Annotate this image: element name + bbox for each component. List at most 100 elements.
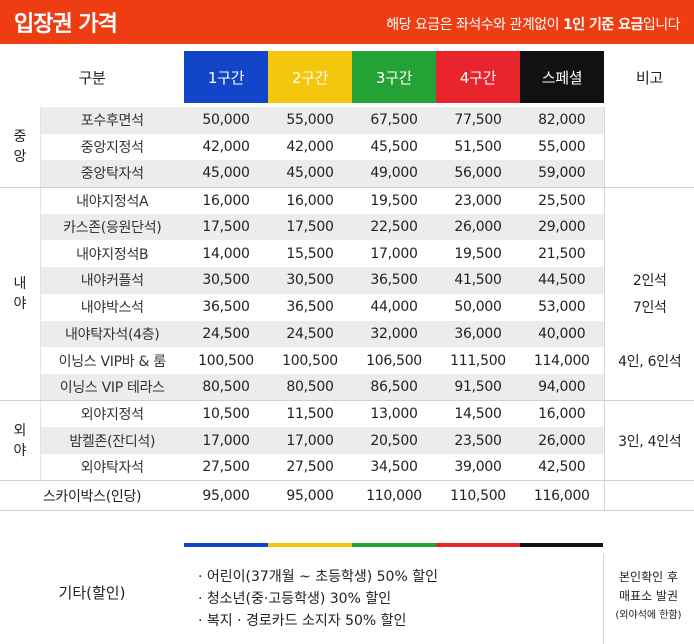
price-cell: 80,500 — [184, 373, 269, 402]
seat-name: 중앙탁자석 — [40, 160, 185, 188]
price-cell: 53,000 — [538, 299, 586, 316]
tier-2-underline — [268, 543, 352, 547]
price-cell: 24,500 — [184, 320, 269, 348]
special-underline — [520, 543, 603, 547]
discount-label: 기타(할인) — [58, 584, 126, 602]
header-tier-1: 1구간 — [184, 51, 269, 103]
price-cell: 95,000 — [184, 480, 269, 512]
table-row: 카스존(응원단석) 17,500 17,500 22,500 26,000 29,000 — [0, 213, 694, 241]
price-cell: 17,000 — [184, 427, 269, 454]
header-note: 해당 요금은 좌석수와 관계없이 1인 기준 요금입니다 — [386, 14, 680, 34]
zone-label-outfield: 외 야 — [0, 400, 41, 482]
zone-label-infield: 내 야 — [0, 187, 41, 402]
price-cell: 10,500 — [202, 406, 250, 423]
discount-note-line: 본인확인 후 — [618, 570, 678, 584]
note-cell: 4인, 6인석 — [603, 347, 694, 374]
price-cell: 86,500 — [352, 373, 437, 402]
table-header-row: 구분 1구간 2구간 3구간 4구간 스페셜 비고 — [0, 51, 694, 103]
price-cell: 39,000 — [436, 453, 521, 482]
header-tier-2: 2구간 — [268, 51, 353, 103]
tier-4-underline — [436, 543, 520, 547]
note-cell — [603, 453, 694, 482]
tier-3-underline — [352, 543, 436, 547]
note-cell — [603, 133, 694, 161]
price-cell: 110,000 — [352, 480, 437, 512]
price-cell: 27,500 — [184, 453, 269, 482]
header-bar: 입장권 가격 해당 요금은 좌석수와 관계없이 1인 기준 요금입니다 — [0, 0, 694, 44]
header-category: 구분 — [0, 51, 185, 103]
note-cell — [603, 160, 694, 188]
price-cell: 34,500 — [352, 453, 437, 482]
table-row: 내야박스석 36,500 36,500 44,000 50,000 53,000 7인석 — [0, 293, 694, 321]
discount-item: · 복지 · 경로카드 소지자 50% 할인 — [198, 613, 407, 629]
price-cell: 36,500 — [352, 267, 437, 294]
price-cell: 19,500 — [370, 192, 418, 209]
seat-name: 이닝스 VIP바 & 룸 — [58, 353, 167, 370]
zone-label-center: 중 앙 — [0, 107, 41, 188]
price-cell: 17,000 — [370, 245, 418, 262]
price-cell: 55,000 — [268, 107, 353, 134]
note-cell — [603, 240, 694, 268]
table-row: 중 앙 포수후면석 50,000 55,000 67,500 77,500 82,000 — [0, 107, 694, 188]
price-cell: 30,500 — [184, 267, 269, 294]
price-cell: 32,000 — [352, 320, 437, 348]
price-cell: 23,500 — [436, 427, 521, 454]
seat-name: 내야지정석B — [76, 246, 149, 263]
table-row: 외 야 외야지정석 10,500 11,500 13,000 14,500 16,000 — [0, 400, 694, 482]
price-cell: 44,500 — [520, 267, 605, 294]
note-cell — [603, 480, 694, 512]
header-note-suffix: 입니다 — [642, 17, 681, 33]
note-cell — [603, 107, 694, 134]
header-note: 비고 — [604, 51, 694, 103]
price-cell: 17,000 — [268, 427, 353, 454]
price-cell: 45,500 — [370, 139, 418, 156]
seat-name: 내야커플석 — [40, 267, 185, 294]
price-cell: 26,000 — [436, 213, 521, 241]
price-cell: 80,500 — [268, 373, 353, 402]
note-cell: 2인석 — [603, 267, 694, 294]
note-cell — [603, 187, 694, 214]
note-cell: 3인, 4인석 — [603, 427, 694, 454]
price-cell: 21,500 — [538, 245, 586, 262]
price-cell: 49,000 — [352, 160, 437, 188]
header-tier-3: 3구간 — [352, 51, 437, 103]
seat-name: 스카이박스(인당) — [0, 480, 185, 512]
discount-note-line: (외야석에 한함) — [615, 610, 682, 621]
price-cell: 27,500 — [268, 453, 353, 482]
seat-name: 외야지정석 — [80, 407, 144, 424]
price-cell: 36,500 — [202, 299, 250, 316]
seat-name: 외야탁자석 — [40, 453, 185, 482]
price-cell: 59,000 — [520, 160, 605, 188]
note-cell: 7인석 — [603, 293, 694, 321]
seat-name: 포수후면석 — [40, 107, 185, 134]
price-cell: 30,500 — [268, 267, 353, 294]
table-row: 중앙지정석 42,000 42,000 45,500 51,500 55,000 — [0, 133, 694, 161]
price-cell: 111,500 — [450, 352, 506, 369]
price-cell: 44,000 — [370, 299, 418, 316]
price-cell: 42,000 — [286, 139, 334, 156]
table-row: 이닝스 VIP바 & 룸 100,500 100,500 106,500 111,500… — [0, 347, 694, 374]
price-cell: 56,000 — [436, 160, 521, 188]
seat-name: 중앙지정석 — [80, 140, 144, 157]
price-cell: 13,000 — [370, 406, 418, 423]
price-cell: 106,500 — [366, 352, 422, 369]
seat-name: 카스존(응원단석) — [40, 213, 185, 241]
price-cell: 19,500 — [454, 245, 502, 262]
price-cell: 116,000 — [520, 480, 605, 512]
price-cell: 22,500 — [352, 213, 437, 241]
table-row: 내 야 내야지정석A 16,000 16,000 19,500 23,000 25,500 — [0, 187, 694, 402]
price-cell: 36,500 — [286, 299, 334, 316]
price-cell: 11,500 — [286, 406, 334, 423]
header-tier-4: 4구간 — [436, 51, 521, 103]
discount-note-line: 매표소 발권 — [618, 589, 678, 603]
price-cell: 16,000 — [538, 406, 586, 423]
price-cell: 29,000 — [520, 213, 605, 241]
price-cell: 40,000 — [520, 320, 605, 348]
price-cell: 14,500 — [454, 406, 502, 423]
seat-name: 내야탁자석(4층) — [40, 320, 185, 348]
table-row: 밤켈존(잔디석) 17,000 17,000 20,500 23,500 26,000 3인… — [0, 427, 694, 454]
price-cell: 42,000 — [202, 139, 250, 156]
price-cell: 95,000 — [268, 480, 353, 512]
discount-item: · 어린이(37개월 ~ 초등학생) 50% 할인 — [198, 569, 438, 585]
price-cell: 14,000 — [202, 245, 250, 262]
